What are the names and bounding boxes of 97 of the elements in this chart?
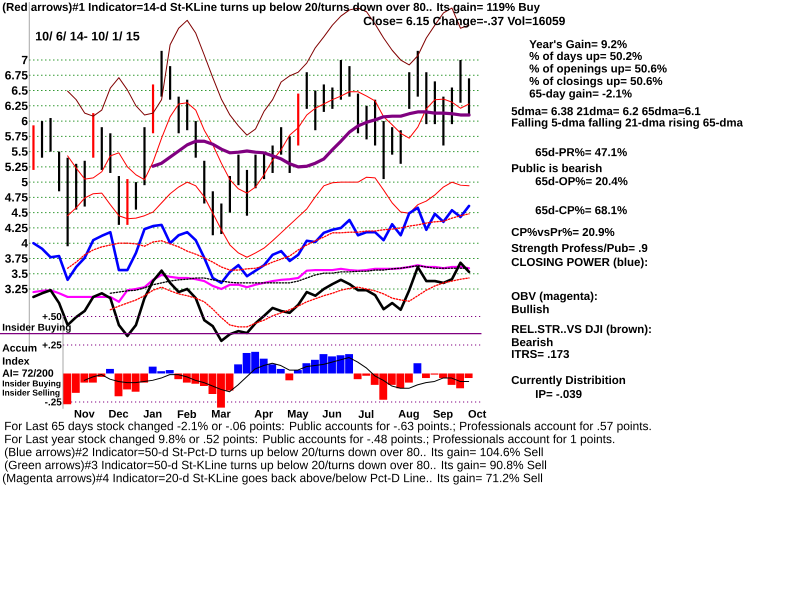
x-tick-label: Nov bbox=[74, 410, 95, 418]
x-tick-label: Oct bbox=[468, 410, 486, 418]
y-tick-label: 4.75 bbox=[4, 193, 28, 202]
y-tick-label: 5.75 bbox=[5, 132, 28, 140]
y-tick-label: 3.5 bbox=[12, 269, 28, 278]
bar bbox=[109, 133, 112, 173]
y-tick-label: 7 bbox=[22, 56, 28, 64]
bar bbox=[100, 127, 103, 170]
y-tick-label: 4.5 bbox=[12, 208, 28, 217]
text: For Last year stock changed 9.8% or .52 points: Public accounts for -.48 points.; Professionals account for 1 points. bbox=[5, 434, 614, 446]
x-tick-label: Jul bbox=[358, 410, 374, 418]
text: OBV (magenta): bbox=[512, 292, 597, 302]
bar bbox=[178, 96, 180, 134]
text: % of days up= 50.2% bbox=[529, 52, 642, 62]
y-tick-label: 5.25 bbox=[5, 162, 28, 172]
annotation: (Red arrows)#1 Indicator=14-d St-KLine turns up below 20/turns down over 80.. Its gain= 119% Buy bbox=[2, 2, 540, 14]
bar bbox=[49, 118, 52, 152]
text: 65-day gain= -2.1% bbox=[530, 89, 632, 100]
bar bbox=[169, 66, 172, 100]
bar bbox=[194, 121, 197, 158]
text: (Magenta arrows)#4 Indicator=20-d St-KLine goes back above/below Pct-D Line.. Its gain= 71.2% Sell bbox=[2, 473, 542, 485]
text: 65d-CP%= 68.1% bbox=[536, 206, 627, 214]
x-tick-label: Mar bbox=[212, 410, 231, 418]
text: (Blue arrows)#2 Indicator=50-d St-Pct-D turns up below 20/turns down over 80.. Its gain= 104.6% Sell bbox=[4, 447, 543, 459]
y-tick-label: 4.25 bbox=[4, 224, 28, 232]
y-tick-label: +.25 bbox=[42, 341, 62, 349]
text: Currently Distribition bbox=[512, 376, 626, 386]
text: 5dma= 6.38 21dma= 6.2 65dma=6.1 bbox=[512, 106, 700, 116]
bar bbox=[297, 94, 300, 146]
text: % of openings up= 50.6% bbox=[529, 64, 667, 75]
bar bbox=[40, 121, 44, 158]
bar bbox=[416, 50, 419, 97]
bar bbox=[314, 90, 316, 130]
text: Public is bearish bbox=[512, 164, 602, 172]
text: Bearish bbox=[512, 338, 553, 346]
bar bbox=[32, 125, 35, 170]
x-tick-label: May bbox=[288, 410, 308, 420]
bar bbox=[382, 121, 385, 180]
bar bbox=[186, 100, 188, 130]
ref-line-label: Insider Buying bbox=[2, 323, 71, 333]
line-series bbox=[32, 204, 470, 284]
bar bbox=[459, 60, 462, 103]
y-tick-label: 6.75 bbox=[5, 71, 28, 80]
y-tick-label: -.25 bbox=[45, 398, 62, 406]
bar bbox=[237, 154, 240, 186]
y-tick-label: 6.25 bbox=[5, 102, 28, 110]
x-tick-label: Apr bbox=[254, 410, 273, 420]
bar bbox=[66, 158, 69, 246]
text: Falling 5-dma falling 21-dma rising 65-dma bbox=[512, 118, 744, 129]
bar bbox=[75, 164, 78, 210]
y-tick-label: 4 bbox=[22, 239, 28, 248]
text: 65d-PR%= 47.1% bbox=[536, 148, 627, 156]
text: AI= 72/200 bbox=[2, 369, 54, 377]
bar bbox=[413, 363, 422, 374]
y-axis-title: Accum Index bbox=[2, 344, 36, 365]
y-tick-label: 3.75 bbox=[5, 254, 28, 263]
y-tick-label: +.50 bbox=[42, 312, 62, 320]
bar bbox=[203, 160, 206, 204]
x-tick-label: Sep bbox=[433, 410, 453, 420]
bar bbox=[306, 72, 308, 109]
bar bbox=[106, 368, 114, 374]
y-tick-label: 6 bbox=[22, 116, 28, 126]
bar bbox=[285, 373, 294, 380]
bar bbox=[400, 130, 402, 164]
x-tick-label: Jun bbox=[322, 410, 342, 418]
y-tick-label: 5.5 bbox=[12, 147, 28, 156]
text: IP= -.039 bbox=[536, 390, 582, 398]
bar bbox=[58, 152, 60, 192]
text: CP%vsPr%= 20.9% bbox=[512, 228, 614, 236]
bar bbox=[92, 113, 94, 158]
x-tick-label: Dec bbox=[109, 410, 128, 418]
bar bbox=[425, 72, 428, 124]
bar bbox=[322, 84, 325, 112]
text: Bullish bbox=[512, 304, 549, 314]
text: CLOSING POWER (blue): bbox=[512, 258, 647, 268]
text: % of closings up= 50.6% bbox=[529, 76, 662, 88]
bar bbox=[212, 191, 214, 236]
x-tick-label: Feb bbox=[178, 410, 196, 418]
text: Strength Profess/Pub= .9 bbox=[512, 244, 648, 254]
text: Insider Buying bbox=[2, 380, 60, 388]
x-tick-label: Aug bbox=[398, 410, 419, 420]
text: For Last 65 days stock changed -2.1% or -.06 points: Public accounts for -.63 points.; Professionals account for .57 points. bbox=[5, 421, 651, 433]
bar bbox=[391, 127, 394, 155]
y-tick-label: 3.25 bbox=[5, 284, 28, 294]
bar bbox=[84, 160, 86, 207]
text: Insider Selling bbox=[2, 389, 60, 398]
text: REL.STR..VS DJI (brown): bbox=[512, 324, 651, 336]
x-tick-label: Jan bbox=[143, 410, 162, 418]
text: (Green arrows)#3 Indicator=50-d St-KLine turns up below 20/turns down over 80.. Its gain= 90.8% Sell bbox=[4, 460, 546, 472]
bar bbox=[408, 72, 410, 109]
bar bbox=[134, 182, 138, 210]
text: Year's Gain= 9.2% bbox=[529, 40, 627, 48]
y-tick-label: 5 bbox=[22, 178, 28, 186]
text: 10/ 6/ 14- 10/ 1/ 15 bbox=[36, 31, 140, 41]
text: ITRS= .173 bbox=[512, 350, 570, 358]
y-tick-label: 6.5 bbox=[12, 86, 28, 95]
text: 65d-OP%= 20.4% bbox=[536, 176, 628, 186]
